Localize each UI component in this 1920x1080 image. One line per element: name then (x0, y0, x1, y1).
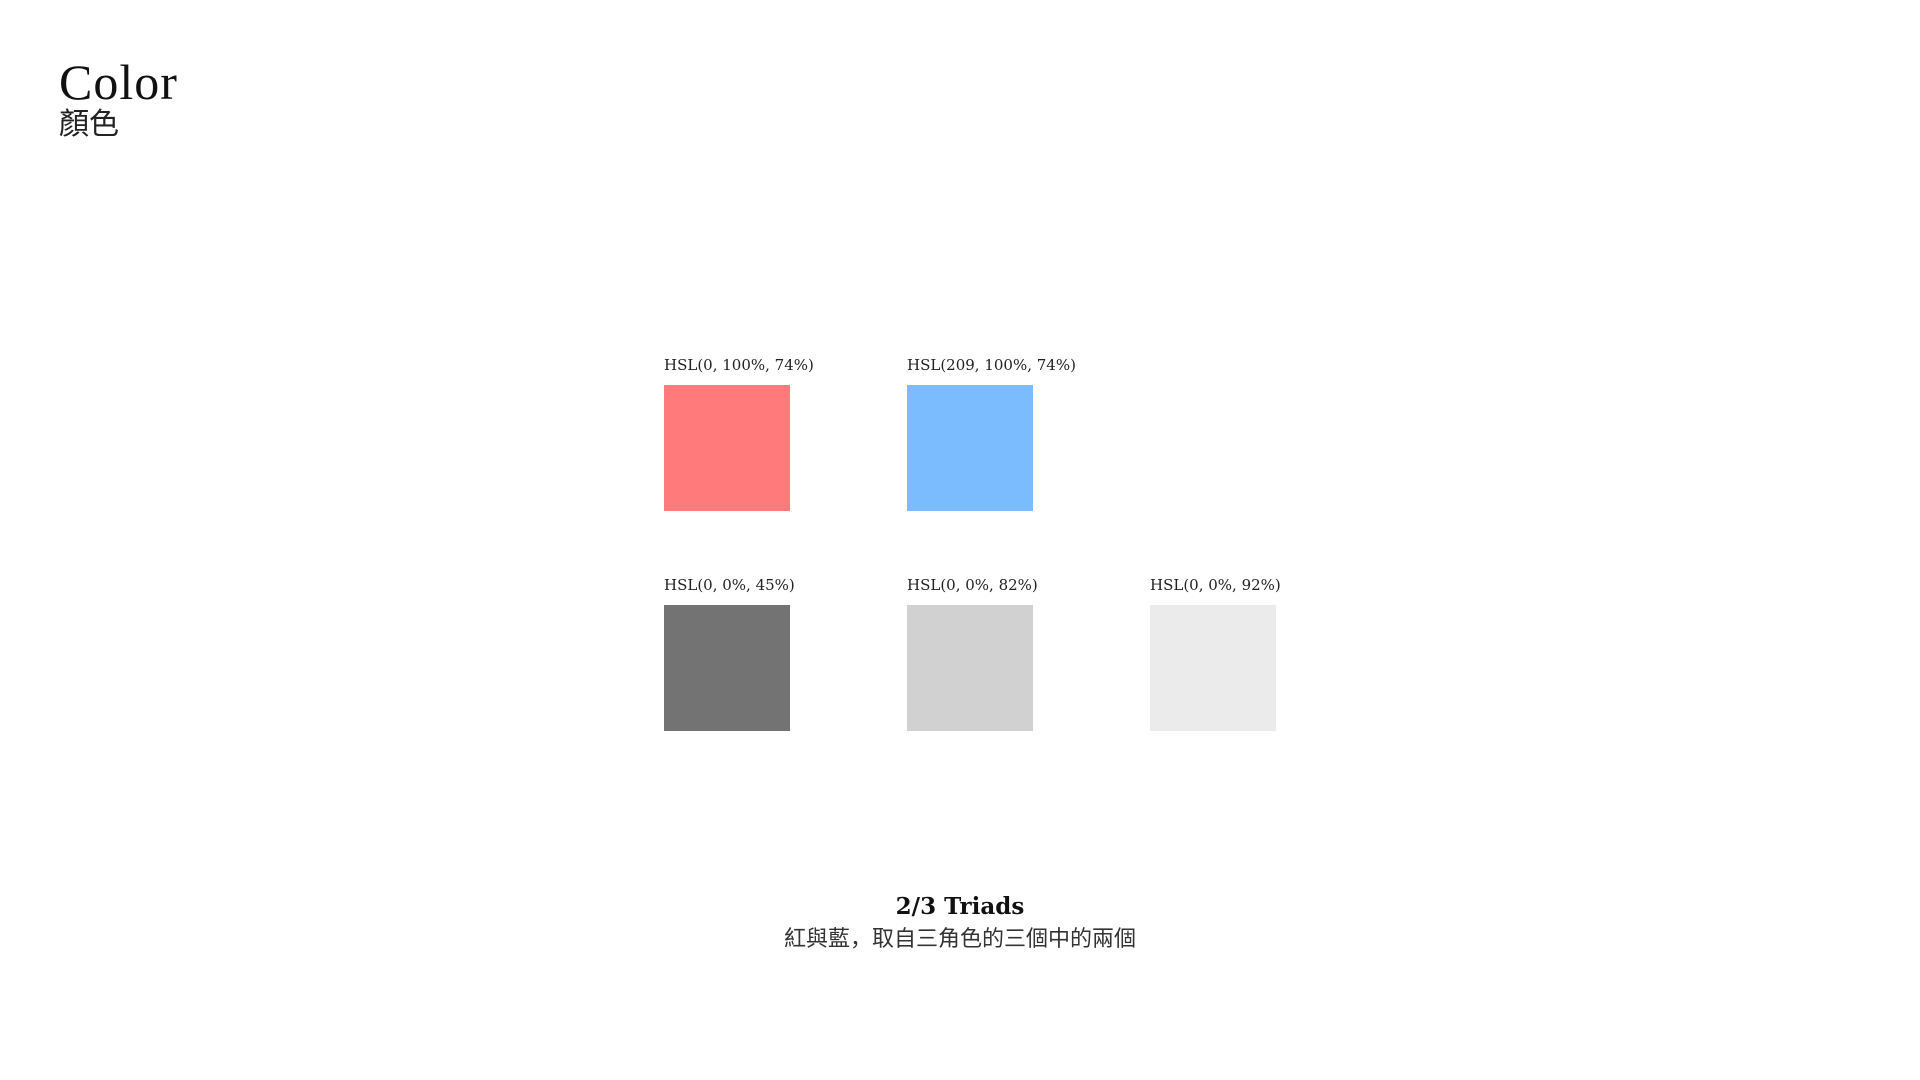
color-chip (664, 605, 790, 731)
swatch-blue: HSL(209, 100%, 74%) (907, 356, 1076, 511)
color-chip (1150, 605, 1276, 731)
color-chip (907, 605, 1033, 731)
swatch-label: HSL(0, 0%, 45%) (664, 576, 795, 594)
page-title: Color (59, 54, 178, 110)
swatch-label: HSL(0, 100%, 74%) (664, 356, 814, 374)
swatch-light-gray: HSL(0, 0%, 82%) (907, 576, 1038, 731)
swatch-lightest-gray: HSL(0, 0%, 92%) (1150, 576, 1281, 731)
page-header: Color 顏色 (59, 56, 178, 142)
swatch-label: HSL(209, 100%, 74%) (907, 356, 1076, 374)
swatch-label: HSL(0, 0%, 82%) (907, 576, 1038, 594)
swatch-red: HSL(0, 100%, 74%) (664, 356, 814, 511)
caption-title: 2/3 Triads (895, 893, 1025, 920)
swatch-label: HSL(0, 0%, 92%) (1150, 576, 1281, 594)
swatch-dark-gray: HSL(0, 0%, 45%) (664, 576, 795, 731)
color-chip (664, 385, 790, 511)
page-subtitle: 顏色 (59, 107, 119, 142)
palette-caption: 2/3 Triads 紅與藍，取自三角色的三個中的兩個 (0, 892, 1920, 956)
caption-subtitle: 紅與藍，取自三角色的三個中的兩個 (783, 927, 1136, 952)
color-chip (907, 385, 1033, 511)
